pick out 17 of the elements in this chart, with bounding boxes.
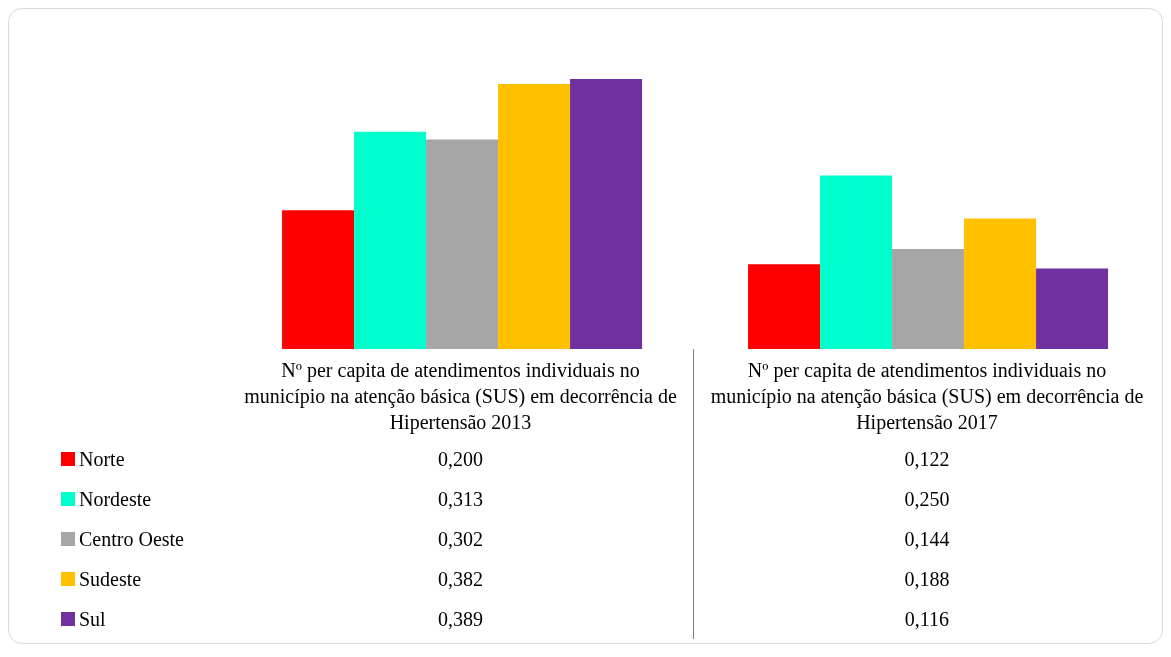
data-label: 0,302 (437, 526, 484, 552)
legend-label: Sul (79, 607, 106, 631)
data-label: 0,144 (693, 519, 1160, 559)
data-label: 0,389 (437, 606, 484, 632)
data-label: 0,200 (437, 446, 484, 472)
legend-label: Sudeste (79, 567, 142, 591)
data-label: 0,188 (693, 559, 1160, 599)
legend-label: Nordeste (79, 487, 152, 511)
x-tick-label: Nº per capita de atendimentos individuais no município na atenção básica (SUS) em decorrência de Hipertensão 2017 (693, 349, 1160, 439)
legend-label: Norte (79, 447, 125, 471)
data-label: 0,313 (437, 486, 484, 512)
x-tick-label: Nº per capita de atendimentos individuais no município na atenção básica (SUS) em decorrência de Hipertensão 2013 (243, 358, 678, 436)
data-label: 0,382 (437, 566, 484, 592)
data-label: 0,250 (693, 479, 1160, 519)
data-label: 0,122 (693, 439, 1160, 479)
data-label: 0,116 (693, 599, 1160, 639)
legend-label: Centro Oeste (79, 527, 184, 551)
